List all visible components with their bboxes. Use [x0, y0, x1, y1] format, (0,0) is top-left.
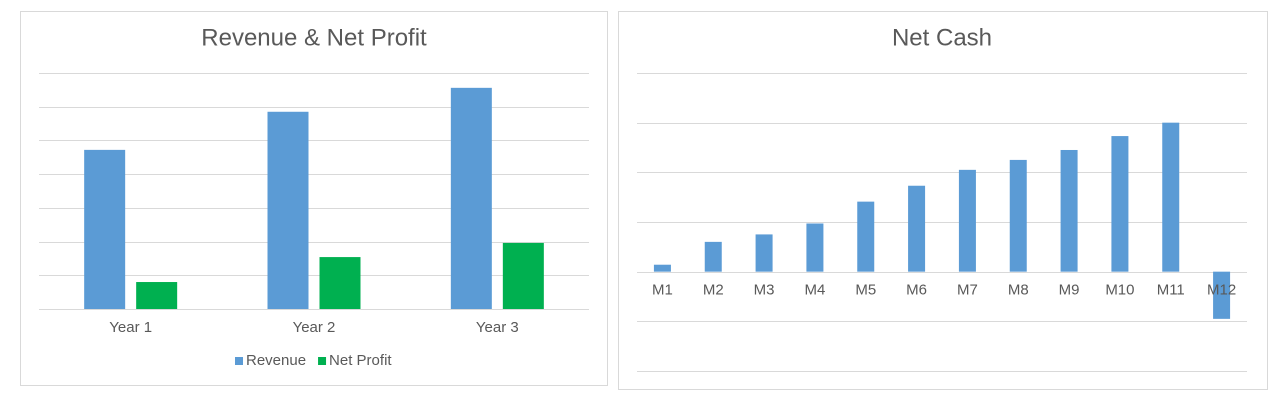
- x-tick-label: M5: [855, 282, 876, 299]
- bar: [267, 111, 309, 310]
- x-tick-label: Year 3: [476, 319, 519, 336]
- chart-title: Net Cash: [892, 24, 992, 51]
- x-tick-label: Year 1: [109, 319, 152, 336]
- x-tick-label: M12: [1207, 282, 1236, 299]
- bar: [908, 185, 926, 272]
- bar: [136, 282, 178, 309]
- bar: [450, 87, 492, 309]
- x-tick-label: Year 2: [293, 319, 336, 336]
- bar: [84, 149, 126, 309]
- legend-swatch: [318, 357, 327, 365]
- x-tick-label: M7: [957, 282, 978, 299]
- x-tick-label: M11: [1157, 282, 1185, 299]
- bar: [755, 234, 773, 272]
- bar: [653, 264, 671, 272]
- x-tick-label: M2: [703, 282, 724, 299]
- x-tick-label: M3: [754, 282, 775, 299]
- bar: [806, 223, 824, 272]
- bar: [1111, 136, 1129, 272]
- x-tick-label: M6: [906, 282, 927, 299]
- x-tick-label: M8: [1008, 282, 1029, 299]
- bar: [704, 241, 722, 272]
- x-tick-label: M4: [804, 282, 825, 299]
- chart-title: Revenue & Net Profit: [201, 24, 427, 51]
- bar: [1009, 159, 1027, 272]
- bar: [958, 169, 976, 272]
- bar: [857, 201, 875, 272]
- bar: [1162, 122, 1180, 272]
- legend-label: Revenue: [246, 352, 306, 369]
- legend-swatch: [235, 357, 243, 365]
- bar: [319, 257, 361, 309]
- x-tick-label: M9: [1059, 282, 1080, 299]
- x-tick-label: M10: [1105, 282, 1134, 299]
- bar: [1213, 271, 1231, 319]
- bar: [502, 242, 544, 309]
- bar: [1060, 149, 1078, 272]
- panel: [618, 11, 1268, 390]
- x-tick-label: M1: [652, 282, 673, 299]
- legend-label: Net Profit: [329, 352, 392, 369]
